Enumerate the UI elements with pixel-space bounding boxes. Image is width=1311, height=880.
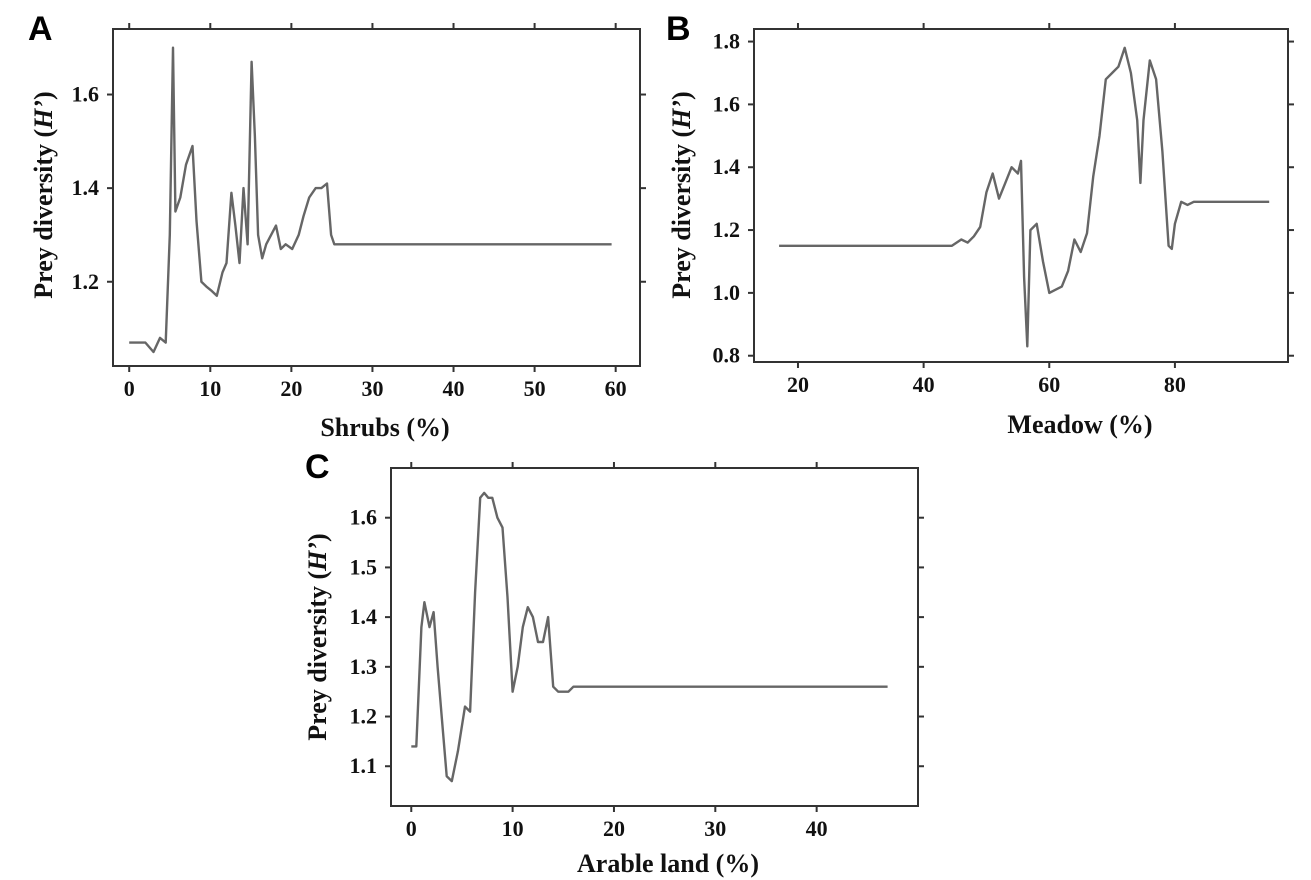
x-tick-label: 60: [1038, 372, 1060, 397]
plot-frame: [753, 28, 1289, 363]
x-tick-label: 30: [361, 376, 383, 401]
series-line: [129, 46, 612, 354]
x-axis-title: Shrubs (%): [320, 413, 449, 442]
y-axis-title-suffix: ): [303, 533, 332, 542]
y-axis-title: Prey diversity (H’): [29, 91, 58, 298]
y-axis-title-italic: H’: [667, 100, 696, 130]
panel-letter: C: [305, 448, 330, 486]
y-axis-title-italic: H’: [303, 542, 332, 572]
panel-letter: B: [666, 10, 691, 48]
y-tick-label: 1.1: [350, 753, 378, 778]
x-tick-label: 20: [787, 372, 809, 397]
y-axis-title-suffix: ): [667, 91, 696, 100]
y-axis-title-prefix: Prey diversity (: [29, 129, 58, 299]
y-axis-title-italic: H’: [29, 100, 58, 130]
y-tick-label: 1.2: [72, 269, 100, 294]
y-axis-title: Prey diversity (H’): [303, 533, 332, 740]
x-tick-label: 40: [913, 372, 935, 397]
y-tick-label: 1.4: [72, 175, 100, 200]
x-tick-label: 40: [443, 376, 465, 401]
panel-letter: A: [28, 10, 53, 48]
series-line: [779, 46, 1270, 348]
y-tick-label: 1.8: [713, 29, 741, 54]
y-tick-label: 1.4: [350, 604, 378, 629]
x-tick-label: 10: [199, 376, 221, 401]
y-axis-title-prefix: Prey diversity (: [303, 571, 332, 741]
x-tick-label: 60: [605, 376, 627, 401]
y-tick-label: 1.4: [713, 154, 741, 179]
series-line: [411, 491, 888, 783]
x-axis-title: Meadow (%): [1007, 410, 1152, 439]
panel-c: C 0 10 20 30 40 1.1 1.2 1.3 1.4 1.5 1.6 Arable land …: [303, 448, 924, 878]
x-tick-label: 50: [524, 376, 546, 401]
x-tick-label: 40: [806, 816, 828, 841]
y-tick-label: 1.5: [350, 554, 378, 579]
y-tick-label: 1.0: [713, 280, 741, 305]
x-axis-title: Arable land (%): [577, 849, 759, 878]
y-axis-title-suffix: ): [29, 91, 58, 100]
x-tick-label: 10: [502, 816, 524, 841]
x-tick-label: 80: [1164, 372, 1186, 397]
y-tick-label: 1.6: [713, 91, 741, 116]
panel-a: A 0 10 20 30 40 50 60 1.2 1.4 1.6 Shrubs (%) Prey di…: [28, 10, 646, 442]
y-axis-title-prefix: Prey diversity (: [667, 129, 696, 299]
x-tick-label: 20: [280, 376, 302, 401]
y-tick-label: 1.6: [350, 505, 378, 530]
y-tick-label: 1.2: [713, 217, 741, 242]
x-tick-label: 20: [603, 816, 625, 841]
y-tick-label: 0.8: [713, 343, 741, 368]
x-tick-label: 30: [704, 816, 726, 841]
panel-b: B 20 40 60 80 0.8 1.0 1.2 1.4 1.6 1.8 Meadow (%) Pre…: [666, 10, 1294, 439]
y-tick-label: 1.2: [350, 704, 378, 729]
x-tick-label: 0: [406, 816, 417, 841]
plot-frame: [390, 467, 919, 807]
plot-frame: [112, 28, 641, 367]
y-tick-label: 1.3: [350, 654, 378, 679]
y-tick-label: 1.6: [72, 82, 100, 107]
y-axis-title: Prey diversity (H’): [667, 91, 696, 298]
x-tick-label: 0: [124, 376, 135, 401]
